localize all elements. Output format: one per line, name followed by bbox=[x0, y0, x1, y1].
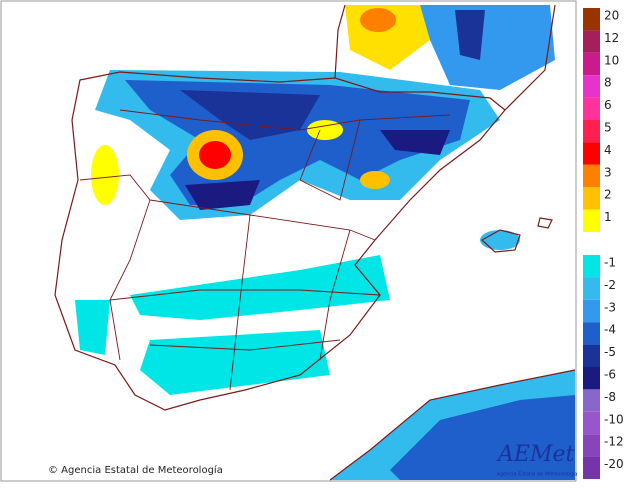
legend-label: -2 bbox=[604, 278, 616, 292]
legend-swatch bbox=[583, 367, 600, 390]
border bbox=[79, 174, 151, 361]
copyright: © Agencia Estatal de Meteorología bbox=[48, 464, 223, 476]
field bbox=[420, 5, 555, 90]
legend-label: -5 bbox=[604, 345, 616, 359]
legend-label: -8 bbox=[604, 390, 616, 404]
legend-swatch bbox=[583, 52, 600, 76]
coastline bbox=[504, 4, 556, 111]
logo-subtitle: Agencia Estatal de Meteorología bbox=[497, 471, 578, 478]
legend: 20 12 10 8 6 5 4 3 2 1 -1 -2 -3 -4 -5 -6 -8 -10 -12 -20 bbox=[583, 8, 624, 479]
legend-label: 20 bbox=[604, 9, 619, 23]
legend-swatch bbox=[583, 456, 600, 479]
legend-label: -6 bbox=[604, 368, 616, 382]
field bbox=[455, 10, 485, 60]
coastline bbox=[334, 4, 346, 79]
legend-swatch bbox=[583, 8, 600, 31]
field bbox=[180, 90, 320, 140]
field bbox=[360, 8, 396, 32]
border bbox=[149, 339, 341, 351]
field bbox=[185, 180, 260, 210]
legend-swatch bbox=[583, 97, 600, 120]
legend-swatch bbox=[583, 209, 600, 232]
legend-swatch bbox=[583, 411, 600, 435]
field bbox=[360, 171, 390, 189]
border bbox=[119, 109, 451, 131]
border bbox=[109, 289, 381, 301]
border bbox=[319, 229, 351, 361]
border bbox=[229, 214, 251, 391]
legend-label: 3 bbox=[604, 165, 612, 179]
field bbox=[75, 300, 110, 355]
legend-label: 10 bbox=[604, 53, 619, 67]
field bbox=[380, 130, 450, 155]
legend-swatch bbox=[583, 434, 600, 457]
legend-label: 2 bbox=[604, 188, 612, 202]
field bbox=[91, 145, 119, 205]
legend-swatch bbox=[583, 164, 600, 188]
legend-label: 4 bbox=[604, 143, 612, 157]
legend-label: 8 bbox=[604, 76, 612, 90]
legend-label: -4 bbox=[604, 323, 616, 337]
legend-swatch bbox=[583, 120, 600, 143]
legend-label: 5 bbox=[604, 121, 612, 135]
field bbox=[199, 141, 231, 169]
field bbox=[390, 395, 575, 480]
legend-swatch bbox=[583, 322, 600, 345]
legend-label: -10 bbox=[604, 412, 624, 426]
coastline bbox=[329, 369, 576, 481]
border bbox=[149, 199, 376, 241]
legend-label: 1 bbox=[604, 210, 612, 224]
legend-swatch bbox=[583, 142, 600, 165]
legend-label: 6 bbox=[604, 98, 612, 112]
legend-swatch bbox=[583, 299, 600, 323]
legend-label: -3 bbox=[604, 300, 616, 314]
island bbox=[537, 217, 553, 229]
legend-label: -12 bbox=[604, 435, 624, 449]
legend-swatch bbox=[583, 255, 600, 278]
map bbox=[54, 4, 576, 481]
legend-swatch bbox=[583, 277, 600, 300]
legend-label: -20 bbox=[604, 457, 624, 471]
legend-swatch bbox=[583, 187, 600, 210]
legend-label: 12 bbox=[604, 31, 619, 45]
legend-label: -1 bbox=[604, 256, 616, 270]
island bbox=[480, 229, 521, 253]
coastline bbox=[54, 71, 506, 411]
logo-name: AEMet bbox=[496, 442, 574, 467]
border bbox=[299, 119, 361, 201]
field bbox=[307, 120, 343, 140]
legend-swatch bbox=[583, 75, 600, 98]
legend-swatch bbox=[583, 30, 600, 53]
legend-swatch bbox=[583, 389, 600, 412]
legend-swatch bbox=[583, 344, 600, 367]
field bbox=[130, 255, 390, 320]
